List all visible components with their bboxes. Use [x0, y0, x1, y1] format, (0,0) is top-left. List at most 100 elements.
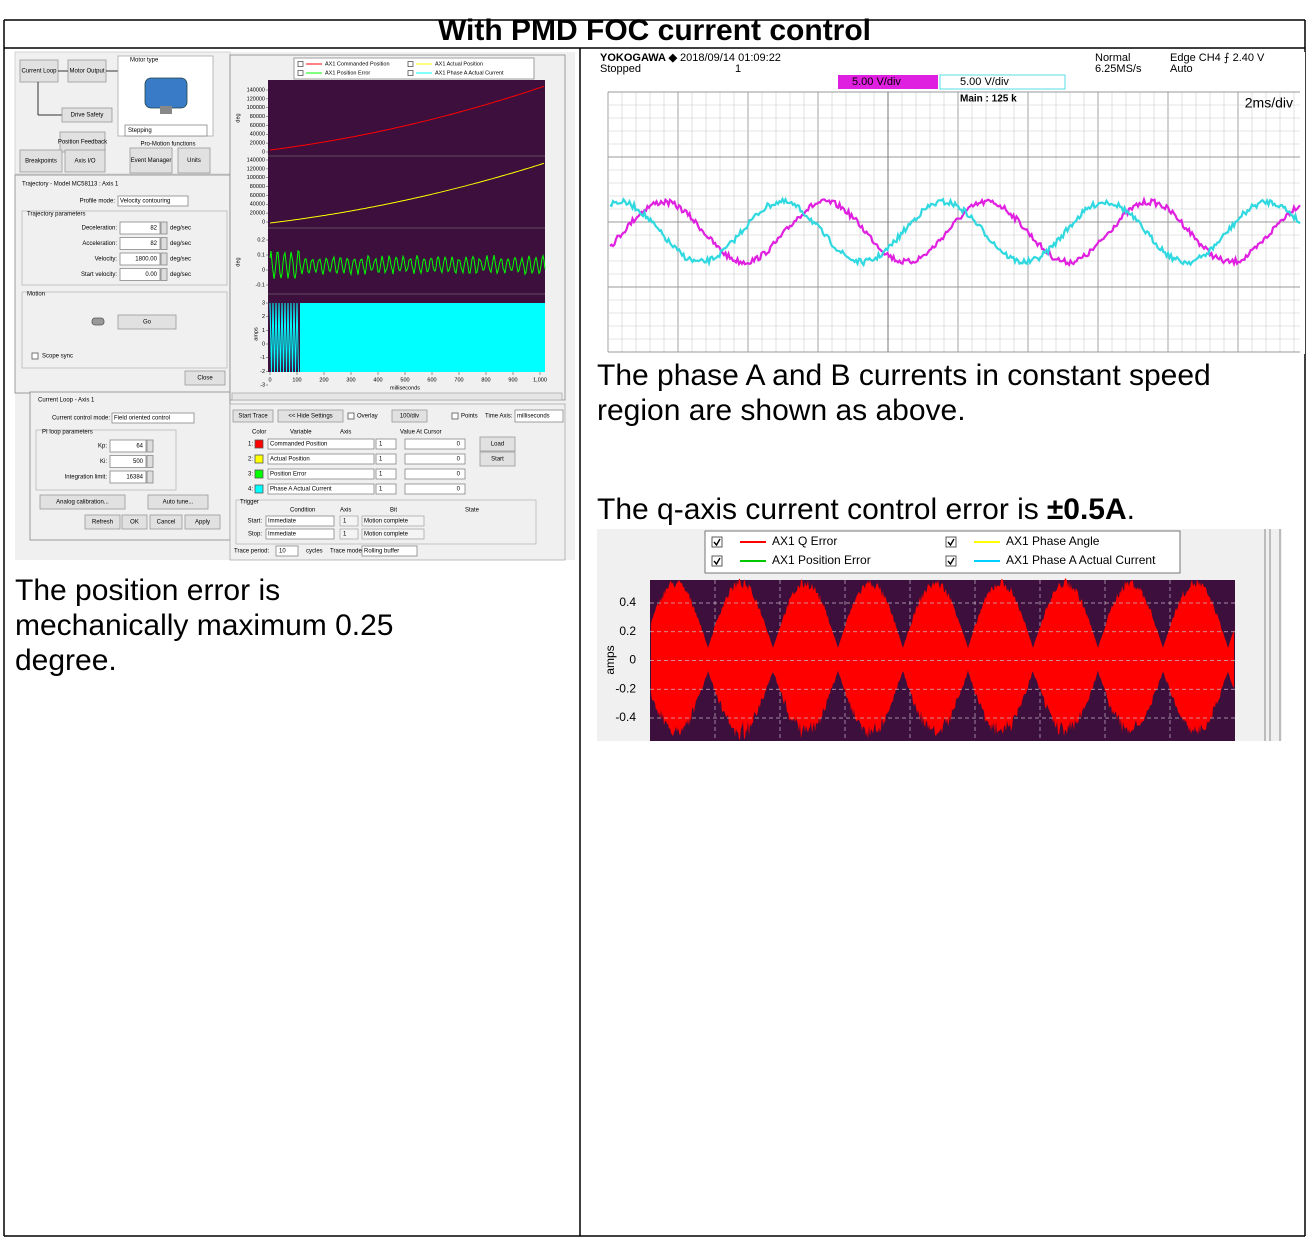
label: Trigger	[240, 500, 259, 506]
x-tick-label: 400	[373, 377, 382, 383]
y-tick-label: 20000	[250, 211, 265, 217]
label: 5.00 V/div	[852, 76, 901, 88]
label: deg/sec	[170, 272, 191, 278]
label: Current control mode:	[52, 416, 110, 422]
button-label: 100/div	[400, 414, 419, 420]
label: Start:	[248, 519, 263, 525]
label: Motor type	[130, 58, 159, 64]
label: Acceleration:	[82, 241, 117, 247]
label: 2ms/div	[1245, 95, 1293, 111]
column-header: Axis	[340, 430, 351, 436]
button-label: Units	[187, 158, 201, 164]
y-tick-label: 140000	[247, 87, 265, 93]
y-tick-label: 0	[262, 149, 265, 155]
button-label: Event Manager	[131, 158, 172, 164]
label: deg/sec	[170, 257, 191, 263]
y-tick-label: 120000	[247, 166, 265, 172]
y-tick-label: 0	[629, 653, 636, 667]
column-header: Value At Cursor	[400, 430, 442, 436]
button-label: Axis I/O	[74, 159, 95, 165]
label: Integration limit:	[65, 475, 108, 481]
label: Commanded Position	[270, 442, 327, 448]
y-tick-label: 100000	[247, 175, 265, 181]
y-tick-label: -0.4	[615, 710, 636, 724]
label: Motion complete	[364, 532, 409, 538]
x-tick-label: 100	[292, 377, 301, 383]
y-tick-label: 20000	[250, 141, 265, 147]
color-swatch	[255, 440, 263, 448]
label: Overlay	[357, 414, 378, 420]
caption: The q-axis current control error is±0.5A…	[597, 492, 1297, 527]
axis-label: amps	[253, 327, 259, 341]
axis-label: deg	[235, 113, 241, 122]
legend-label: AX1 Position Error	[772, 553, 871, 567]
button-label: Position Feedback	[58, 140, 108, 146]
spinner	[161, 269, 167, 281]
scrollbar	[232, 393, 562, 400]
label: Main : 125 k	[960, 94, 1017, 105]
label: deg/sec	[170, 226, 191, 232]
dialog	[15, 175, 230, 393]
button-label: Close	[197, 376, 213, 382]
x-tick-label: 900	[508, 377, 517, 383]
label: 82	[150, 241, 157, 247]
label: Actual Position	[270, 457, 310, 463]
spinner	[161, 222, 167, 234]
checkbox	[408, 71, 413, 76]
label: 1800.00	[135, 257, 157, 263]
y-tick-label: 60000	[250, 193, 265, 199]
y-tick-label: 100000	[247, 105, 265, 111]
x-tick-label: 1,000	[533, 377, 547, 383]
document: Current LoopMotor OutputMotor typeDrive …	[0, 0, 1309, 1240]
y-tick-label: -2	[260, 369, 265, 375]
label: 5.00 V/div	[960, 76, 1009, 88]
legend-label: AX1 Phase Angle	[1006, 534, 1100, 548]
column-header: Bit	[390, 508, 397, 514]
axis-label: deg	[235, 257, 241, 266]
column-header: Axis	[340, 508, 351, 514]
y-tick-label: 2	[262, 314, 265, 320]
label: deg/sec	[170, 241, 191, 247]
checkbox	[408, 62, 413, 67]
y-tick-label: 60000	[250, 123, 265, 129]
button-label: << Hide Settings	[288, 414, 332, 420]
label: Trace mode:	[330, 549, 364, 555]
column-header: Condition	[290, 508, 315, 514]
label: Trajectory parameters	[27, 212, 85, 218]
label: 64	[136, 444, 143, 450]
label: Stop:	[248, 532, 262, 538]
label: Immediate	[268, 519, 297, 525]
checkbox	[32, 353, 38, 359]
spinner	[161, 238, 167, 250]
checkbox	[348, 413, 354, 419]
y-tick-label: 40000	[250, 202, 265, 208]
button-label: Apply	[195, 520, 210, 526]
button-label: Auto tune...	[163, 500, 194, 506]
column-header: State	[465, 508, 480, 514]
label: PI loop parameters	[42, 430, 93, 436]
y-tick-label: 0.4	[619, 595, 636, 609]
label: Phase A Actual Current	[270, 487, 332, 493]
label: 2018/09/14 01:09:22	[680, 52, 781, 64]
title: With PMD FOC current control	[0, 14, 1309, 48]
label: Field oriented control	[114, 416, 170, 422]
label: Pro-Motion functions	[140, 142, 195, 148]
legend-label: AX1 Phase A Actual Current	[435, 70, 504, 76]
motor-icon	[145, 78, 187, 108]
button-label: OK	[130, 520, 139, 526]
label: 1:	[248, 442, 253, 448]
label: Current Loop - Axis 1	[38, 398, 95, 404]
label: 4:	[248, 487, 253, 493]
caption: The phase A and B currents in constant s…	[597, 358, 1287, 428]
label: Stopped	[600, 63, 641, 75]
label: Ki:	[100, 459, 107, 465]
spinner	[147, 456, 153, 468]
caption: The position error is mechanically maxim…	[15, 573, 435, 678]
y-tick-label: 0	[262, 341, 265, 347]
label: Motion	[27, 292, 45, 298]
label: 82	[150, 226, 157, 232]
caption-value: ±0.5A	[1047, 493, 1127, 526]
x-tick-label: 800	[481, 377, 490, 383]
button-label: Drive Safety	[71, 113, 104, 119]
y-tick-label: 1	[262, 328, 265, 334]
